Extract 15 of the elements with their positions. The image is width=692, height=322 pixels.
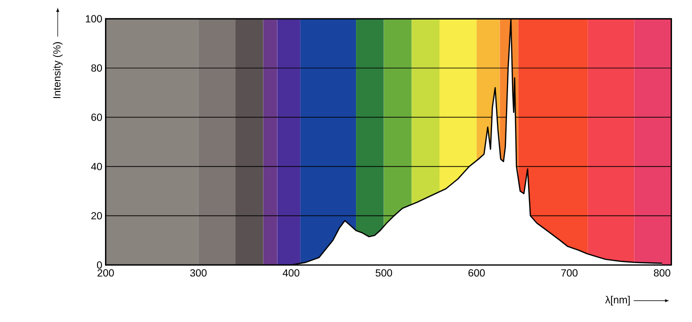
x-tick-label: 300	[190, 269, 207, 276]
x-tick-label: 500	[376, 269, 392, 276]
x-tick-label: 400	[282, 269, 300, 276]
y-tick-label: 80	[91, 64, 102, 72]
y-tick-label: 20	[91, 212, 102, 220]
x-tick-label: 800	[654, 269, 670, 276]
y-tick-label: 40	[91, 162, 102, 170]
x-tick-label: 200	[98, 269, 114, 276]
y-axis-title: Intensity (%)	[52, 42, 63, 98]
x-tick-label: 600	[468, 269, 485, 276]
x-tick-label: 700	[561, 269, 578, 276]
y-tick-label: 0	[96, 261, 102, 268]
y-tick-label: 60	[91, 113, 102, 121]
x-axis-title: λ[nm]	[605, 296, 630, 306]
y-tick-label: 100	[86, 15, 102, 22]
